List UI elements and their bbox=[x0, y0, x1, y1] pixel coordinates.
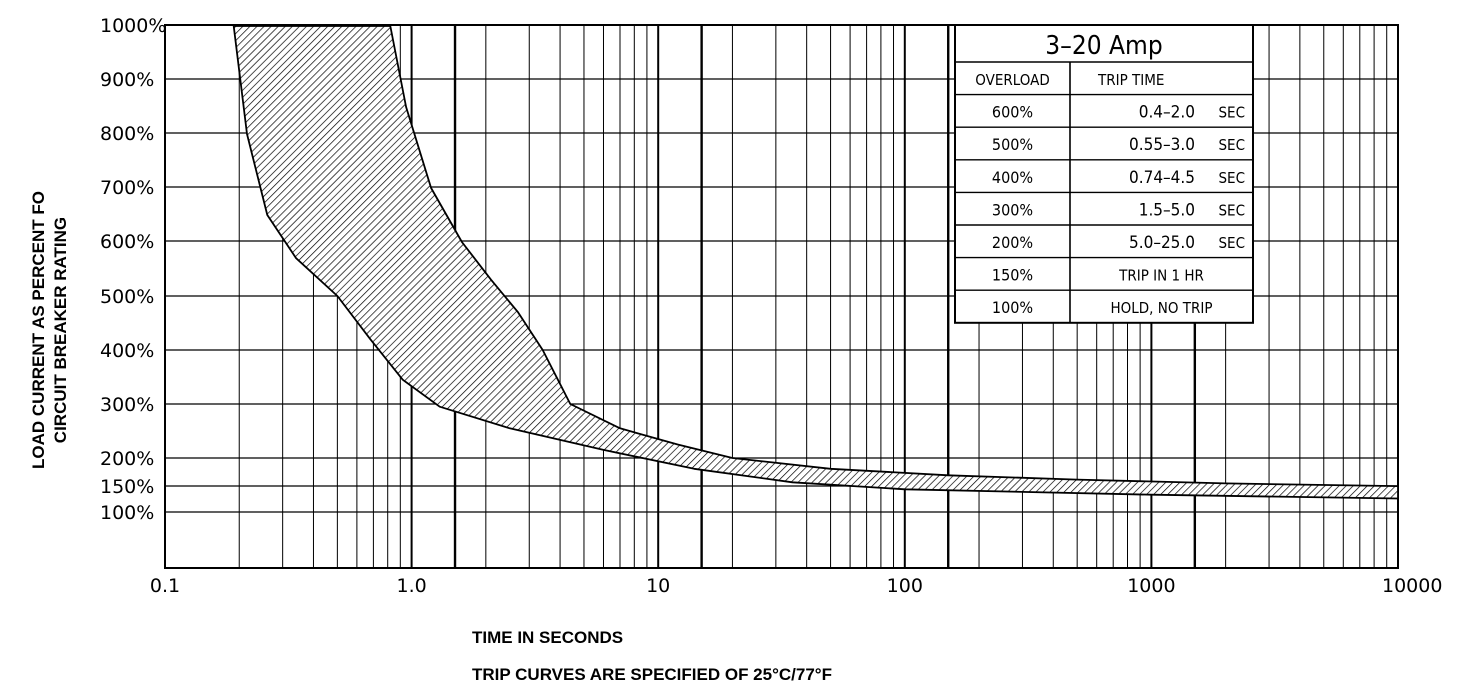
x-tick-label: 10000 bbox=[1382, 575, 1442, 597]
table-header-trip-time: TRIP TIME bbox=[1097, 71, 1164, 89]
table-cell-overload: 500% bbox=[992, 135, 1033, 154]
y-tick-label: 500% bbox=[100, 286, 154, 308]
tick-labels: 1000% 900% 800% 700% 600% 500% 400% 300% 200% 150… bbox=[100, 15, 1442, 597]
x-axis-title: TIME IN SECONDS bbox=[472, 628, 624, 647]
y-tick-label: 150% bbox=[100, 476, 154, 498]
y-tick-label: 1000% bbox=[100, 15, 166, 37]
y-tick-label: 400% bbox=[100, 340, 154, 362]
x-tick-label: 1.0 bbox=[396, 575, 426, 597]
trip-band-area bbox=[232, 25, 1399, 500]
table-cell-overload: 100% bbox=[992, 298, 1033, 317]
x-tick-label: 10 bbox=[646, 575, 670, 597]
x-tick-label: 1000 bbox=[1127, 575, 1175, 597]
table-cell-overload: 150% bbox=[992, 266, 1033, 285]
y-tick-label: 800% bbox=[100, 123, 154, 145]
y-axis-title-line-1: LOAD CURRENT AS PERCENT FO bbox=[29, 191, 48, 469]
trip-band bbox=[232, 25, 1399, 500]
y-tick-label: 900% bbox=[100, 69, 154, 91]
table-cell-trip-time: 5.0–25.0 bbox=[1129, 233, 1195, 253]
y-tick-label: 600% bbox=[100, 231, 154, 253]
table-cell-overload: 400% bbox=[992, 168, 1033, 187]
table-cell-trip-time: HOLD, NO TRIP bbox=[1111, 299, 1213, 317]
trip-time-table: 3–20 Amp OVERLOAD TRIP TIME 600% 0.4–2.0 SEC 5… bbox=[954, 24, 1254, 324]
table-cell-trip-time: 0.74–4.5 bbox=[1129, 168, 1195, 188]
table-header-overload: OVERLOAD bbox=[975, 71, 1049, 89]
table-cell-overload: 200% bbox=[992, 233, 1033, 252]
temperature-note: TRIP CURVES ARE SPECIFIED OF 25°C/77°F bbox=[472, 665, 832, 684]
y-axis-title-line-2: CIRCUIT BREAKER RATING bbox=[51, 216, 70, 444]
y-axis-title: LOAD CURRENT AS PERCENT FO CIRCUIT BREAK… bbox=[14, 0, 70, 690]
y-tick-label: 700% bbox=[100, 177, 154, 199]
table-cell-unit: SEC bbox=[1218, 104, 1245, 122]
table-cell-unit: SEC bbox=[1218, 136, 1245, 154]
y-tick-label: 100% bbox=[100, 502, 154, 524]
table-cell-trip-time: 0.4–2.0 bbox=[1139, 103, 1195, 123]
table-cell-unit: SEC bbox=[1218, 234, 1245, 252]
table-title: 3–20 Amp bbox=[1045, 31, 1162, 61]
table-cell-overload: 600% bbox=[992, 103, 1033, 122]
table-cell-overload: 300% bbox=[992, 200, 1033, 219]
x-tick-label: 0.1 bbox=[150, 575, 180, 597]
table-cell-unit: SEC bbox=[1218, 169, 1245, 187]
x-tick-label: 100 bbox=[887, 575, 923, 597]
table-frame bbox=[954, 24, 1254, 324]
y-tick-label: 300% bbox=[100, 394, 154, 416]
table-cell-trip-time: TRIP IN 1 HR bbox=[1118, 267, 1204, 285]
table-cell-unit: SEC bbox=[1218, 201, 1245, 219]
plot-frame bbox=[164, 24, 1399, 569]
y-tick-label: 200% bbox=[100, 448, 154, 470]
table-cell-trip-time: 1.5–5.0 bbox=[1139, 200, 1195, 220]
table-cell-trip-time: 0.55–3.0 bbox=[1129, 135, 1195, 155]
